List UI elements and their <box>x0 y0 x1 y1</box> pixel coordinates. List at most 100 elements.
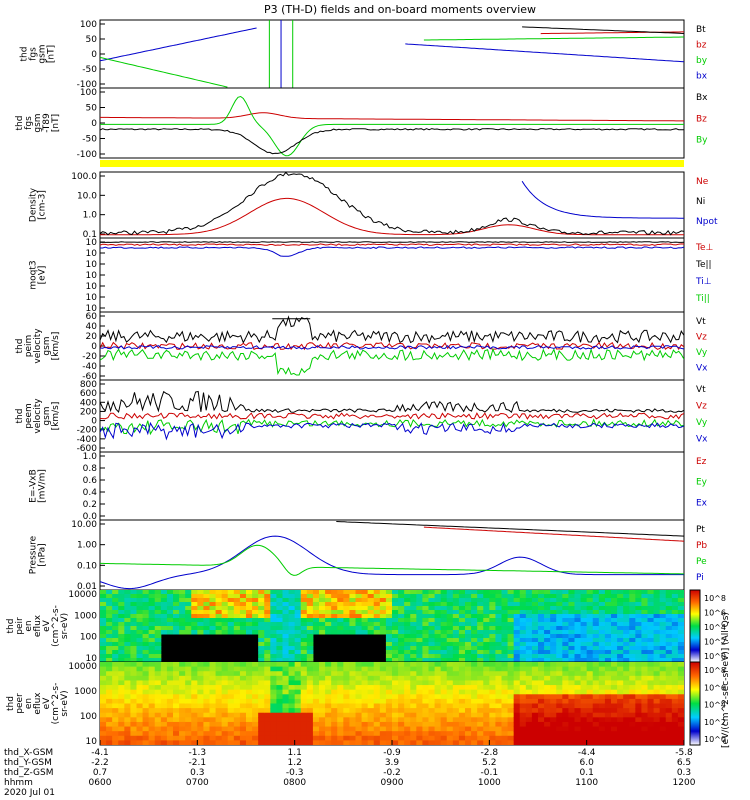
heatmap-cell <box>513 685 521 691</box>
heatmap-cell <box>671 689 679 695</box>
heatmap-cell <box>312 685 320 691</box>
heatmap-cell <box>355 671 363 677</box>
heatmap-cell <box>355 698 363 704</box>
heatmap-cell <box>100 671 107 677</box>
heatmap-cell <box>221 626 229 631</box>
heatmap-cell <box>264 740 271 745</box>
heatmap-cell <box>611 703 618 709</box>
heatmap-cell <box>416 650 423 655</box>
heatmap-cell <box>100 634 107 639</box>
heatmap-cell <box>404 598 411 603</box>
series-line <box>405 43 684 63</box>
heatmap-cell <box>452 606 460 611</box>
heatmap-cell <box>550 602 557 607</box>
heatmap-cell <box>531 698 539 704</box>
heatmap-cell <box>373 590 381 595</box>
heatmap-cell <box>282 610 290 615</box>
heatmap-cell <box>221 708 229 714</box>
heatmap-cell <box>398 594 405 599</box>
heatmap-cell <box>112 602 119 607</box>
heatmap-cell <box>258 666 265 672</box>
heatmap-cell <box>379 685 387 691</box>
heatmap-cell <box>270 708 277 714</box>
heatmap-cell <box>422 685 429 691</box>
heatmap-cell <box>148 594 156 599</box>
heatmap-cell <box>446 671 454 677</box>
heatmap-cell <box>331 675 338 681</box>
heatmap-cell <box>483 689 490 695</box>
colorbar <box>689 589 701 663</box>
heatmap-cell <box>586 622 594 627</box>
heatmap-cell <box>246 675 253 681</box>
heatmap-cell <box>483 717 490 723</box>
heatmap-cell <box>264 622 271 627</box>
heatmap-cell <box>191 703 198 709</box>
heatmap-cell <box>671 662 679 668</box>
heatmap-cell <box>246 622 253 627</box>
heatmap-cell <box>233 662 241 668</box>
heatmap-cell <box>264 658 271 662</box>
heatmap-cell <box>385 654 393 659</box>
heatmap-cell <box>148 622 156 627</box>
heatmap-cell <box>507 703 515 709</box>
heatmap-cell <box>258 685 265 691</box>
heatmap-cell <box>239 721 247 728</box>
heatmap-cell <box>124 662 131 668</box>
heatmap-cell <box>586 685 594 691</box>
heatmap-cell <box>495 622 502 627</box>
heatmap-cell <box>294 671 302 677</box>
heatmap-cell <box>477 654 484 659</box>
heatmap-cell <box>489 735 496 741</box>
heatmap-cell <box>148 721 156 728</box>
heatmap-cell <box>270 698 277 704</box>
heatmap-cell <box>160 689 168 695</box>
heatmap-cell <box>112 731 119 737</box>
heatmap-cell <box>598 658 606 662</box>
heatmap-cell <box>209 680 217 686</box>
heatmap-cell <box>629 694 636 700</box>
heatmap-cell <box>507 740 515 745</box>
heatmap-cell <box>434 594 442 599</box>
heatmap-cell <box>586 646 594 651</box>
heatmap-cell <box>331 712 338 718</box>
heatmap-cell <box>306 735 314 741</box>
heatmap-cell <box>410 622 417 627</box>
heatmap-cell <box>671 712 679 718</box>
heatmap-cell <box>331 590 338 595</box>
heatmap-cell <box>154 638 162 643</box>
heatmap-cell <box>653 731 661 737</box>
heatmap-cell <box>367 675 375 681</box>
heatmap-cell <box>209 594 217 599</box>
heatmap-cell <box>118 654 125 659</box>
heatmap-cell <box>653 594 661 599</box>
heatmap-cell <box>300 594 308 599</box>
heatmap-cell <box>154 618 162 623</box>
y-axis-label: gsm <box>33 113 43 132</box>
heatmap-cell <box>611 662 618 668</box>
heatmap-cell <box>118 638 125 643</box>
heatmap-cell <box>367 703 375 709</box>
heatmap-cell <box>477 630 484 635</box>
heatmap-cell <box>446 598 454 603</box>
heatmap-cell <box>653 675 661 681</box>
heatmap-cell <box>465 708 472 714</box>
heatmap-cell <box>416 721 423 728</box>
heatmap-cell <box>179 740 186 745</box>
heatmap-cell <box>306 689 314 695</box>
heatmap-cell <box>538 642 545 647</box>
heatmap-cell <box>215 626 223 631</box>
heatmap-cell <box>142 740 150 745</box>
heatmap-cell <box>319 626 326 631</box>
heatmap-cell <box>531 630 539 635</box>
heatmap-cell <box>598 606 606 611</box>
heatmap-cell <box>477 594 484 599</box>
heatmap-cell <box>398 685 405 691</box>
legend-Te||: Te|| <box>695 260 712 270</box>
heatmap-cell <box>416 666 423 672</box>
heatmap-cell <box>142 646 150 651</box>
heatmap-cell <box>361 614 369 619</box>
heatmap-cell <box>574 675 582 681</box>
heatmap-cell <box>325 680 332 686</box>
heatmap-cell <box>294 626 302 631</box>
heatmap-cell <box>665 622 673 627</box>
